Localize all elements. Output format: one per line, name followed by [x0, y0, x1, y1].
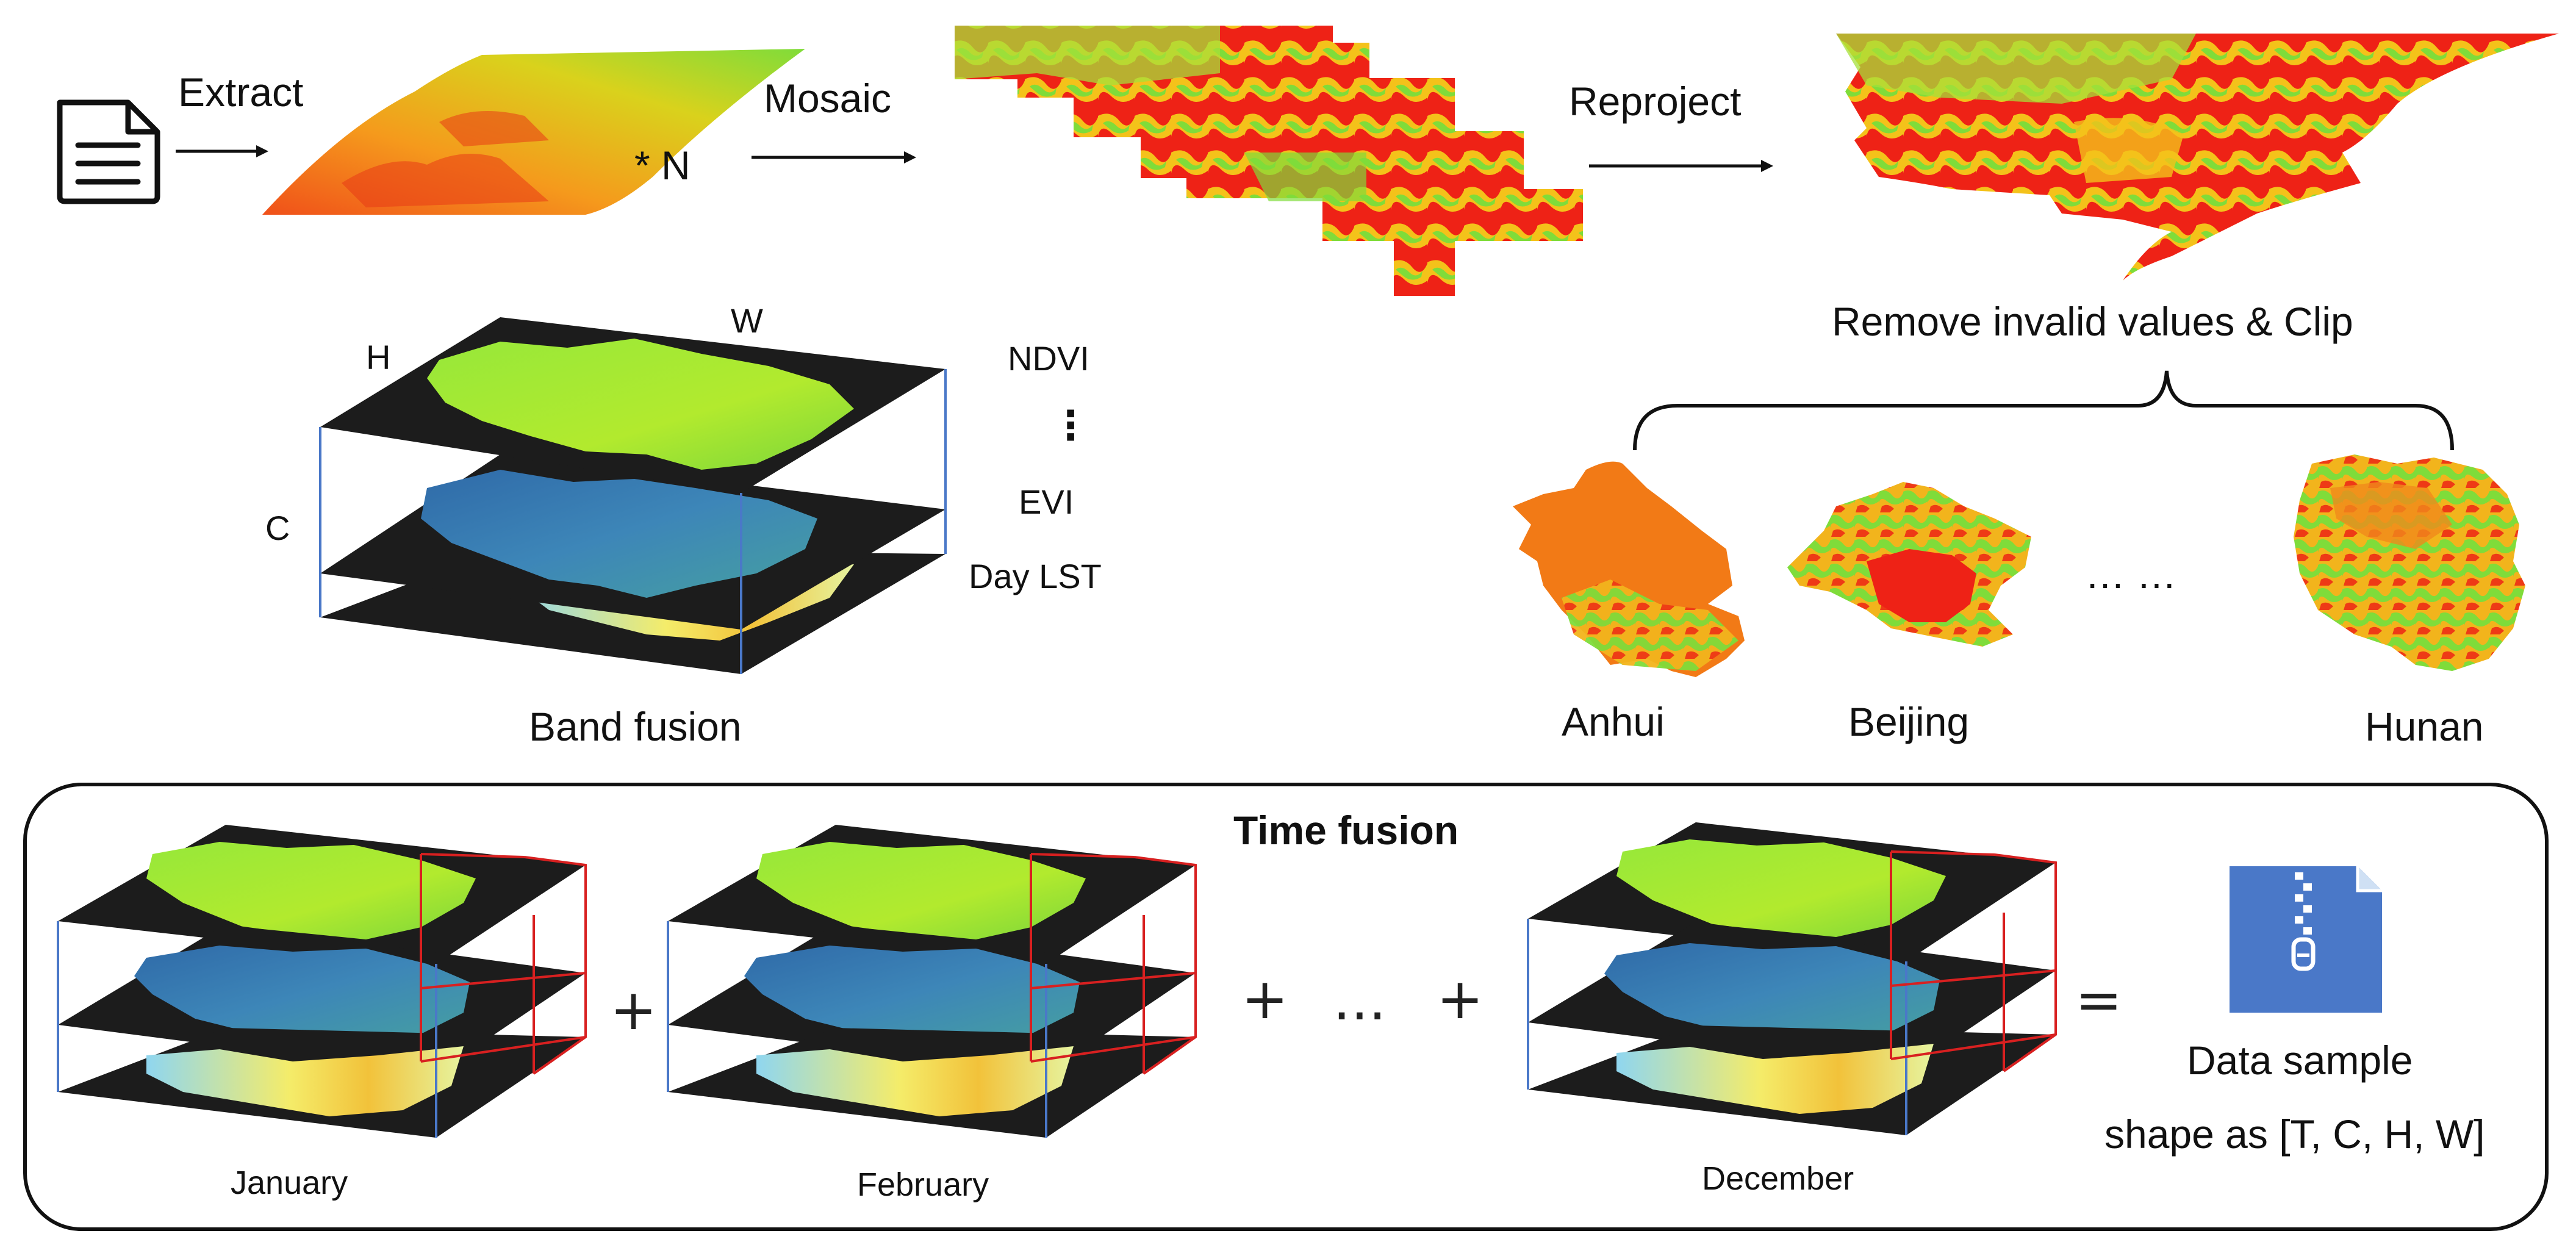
shape-label: shape as [T, C, H, W] [2104, 1111, 2485, 1157]
hunan-texture [2330, 482, 2452, 549]
anhui-texture [1562, 580, 1738, 671]
ellipsis-operator: ... [1333, 968, 1387, 1033]
province-hunan-label: Hunan [2365, 704, 2484, 749]
time-fusion-panel [23, 783, 2549, 1231]
arrow-right-icon [1589, 160, 1773, 172]
plus-operator: + [1241, 966, 1289, 1032]
mosaic-image [955, 26, 1583, 296]
arrow-right-icon [752, 151, 916, 163]
plus-operator: + [610, 977, 658, 1043]
equals-operator: = [2075, 968, 2123, 1033]
extract-label: Extract [178, 70, 304, 115]
swath-texture [342, 111, 549, 207]
cube-january [57, 825, 587, 1138]
dim-c-label: C [265, 509, 290, 547]
band-ellipsis-label: ⋮ [1050, 403, 1091, 448]
month-february-label: February [857, 1166, 989, 1203]
band-evi-label: EVI [1019, 483, 1074, 521]
cube-december [1527, 822, 2057, 1135]
reproject-label: Reproject [1569, 79, 1742, 124]
zip-file-icon [2230, 866, 2382, 1013]
data-sample-label: Data sample [2187, 1038, 2413, 1083]
cube-february [667, 825, 1197, 1138]
band-day-lst-label: Day LST [969, 557, 1102, 595]
document-icon [57, 99, 160, 204]
province-beijing-label: Beijing [1848, 699, 1970, 744]
arrow-right-icon [176, 145, 268, 157]
band-ndvi-label: NDVI [1008, 339, 1089, 378]
beijing-core [1867, 549, 1976, 622]
remove-clip-label: Remove invalid values & Clip [1832, 299, 2353, 344]
times-n-label: * N [634, 143, 691, 188]
curly-brace-icon [1633, 370, 2454, 451]
province-ellipsis: … … [2085, 551, 2177, 597]
band-fusion-stack [319, 317, 947, 674]
month-december-label: December [1702, 1160, 1854, 1197]
plus-operator: + [1437, 966, 1484, 1032]
province-anhui-label: Anhui [1562, 699, 1665, 744]
mosaic-label: Mosaic [764, 76, 892, 121]
month-january-label: January [231, 1165, 348, 1201]
dim-w-label: W [731, 301, 763, 340]
time-fusion-title: Time fusion [1233, 808, 1459, 853]
band-fusion-title: Band fusion [529, 704, 742, 749]
reprojected-image [1836, 34, 2559, 281]
dim-h-label: H [366, 338, 391, 376]
